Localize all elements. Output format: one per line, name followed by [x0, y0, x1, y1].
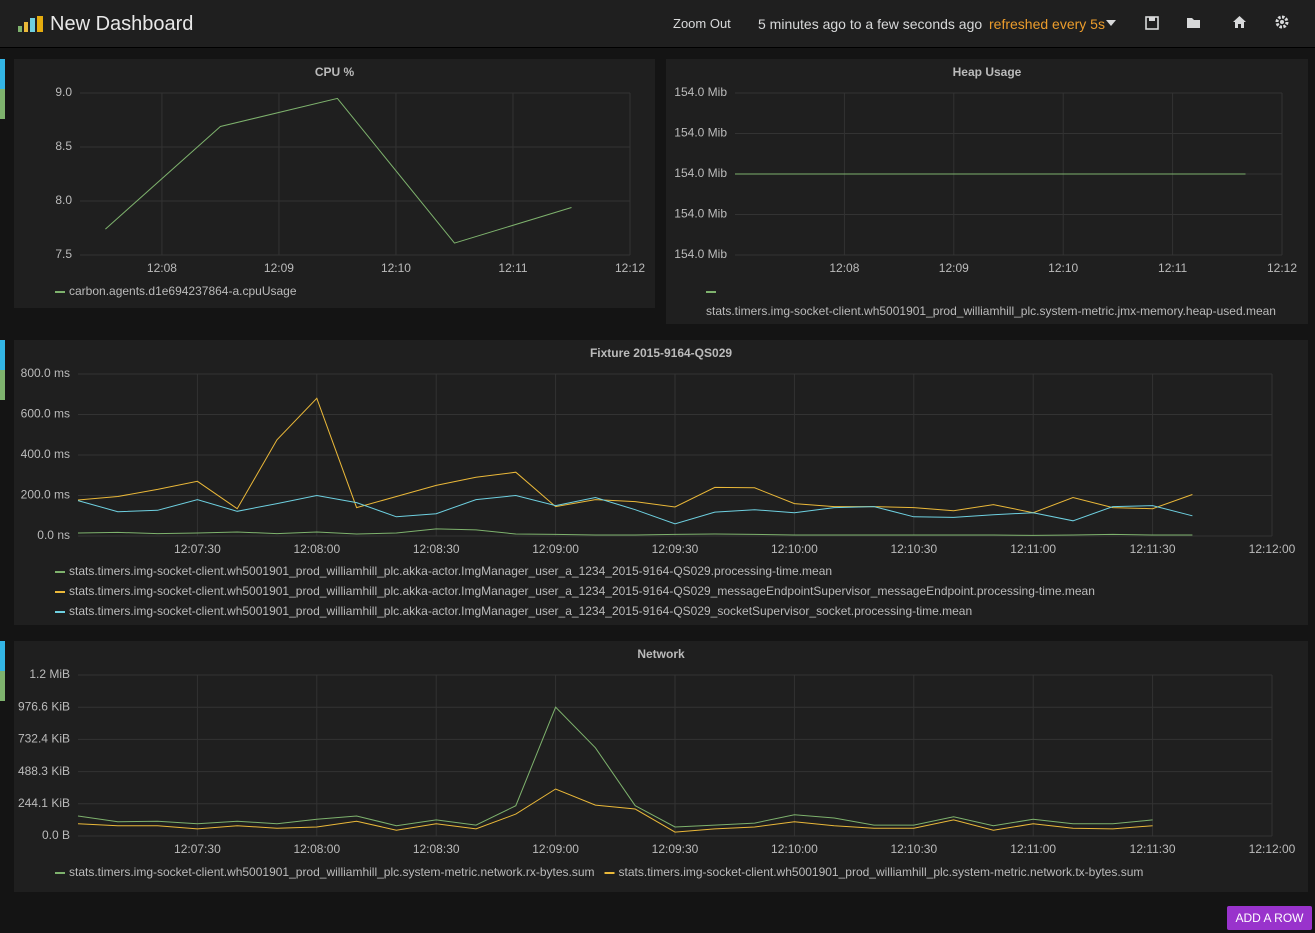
panel	[666, 59, 1308, 324]
top-bar: New Dashboard Zoom Out 5 minutes ago to …	[0, 0, 1315, 48]
add-row-button[interactable]: ADD A ROW	[1227, 906, 1312, 930]
x-tick-label: 12:08:30	[413, 542, 460, 556]
legend-label: stats.timers.img-socket-client.wh5001901…	[69, 604, 972, 618]
x-tick-label: 12:09	[939, 261, 969, 275]
x-tick-label: 12:09:30	[652, 842, 699, 856]
x-tick-label: 12:09:00	[532, 842, 579, 856]
x-tick-label: 12:08	[829, 261, 859, 275]
series-line	[77, 788, 1153, 833]
zoom-out[interactable]: Zoom Out	[673, 16, 731, 31]
legend-label: carbon.agents.d1e694237864-a.cpuUsage	[69, 284, 297, 298]
series-line	[77, 706, 1153, 828]
x-tick-label: 12:09:00	[532, 542, 579, 556]
y-tick-label: 0.0 ns	[37, 528, 70, 542]
y-tick-label: 8.5	[55, 139, 72, 153]
x-tick-label: 12:11	[498, 261, 527, 275]
y-tick-label: 154.0 Mib	[674, 85, 727, 99]
y-tick-label: 1.2 MiB	[29, 667, 70, 681]
y-tick-label: 244.1 KiB	[18, 796, 70, 810]
y-tick-label: 800.0 ms	[21, 366, 70, 380]
x-tick-label: 12:12:00	[1249, 542, 1296, 556]
x-tick-label: 12:10	[1048, 261, 1078, 275]
legend-label: stats.timers.img-socket-client.wh5001901…	[69, 584, 1095, 598]
legend-label: stats.timers.img-socket-client.wh5001901…	[706, 304, 1276, 318]
y-tick-label: 976.6 KiB	[18, 699, 70, 713]
settings-icon[interactable]	[1275, 15, 1289, 29]
y-tick-label: 154.0 Mib	[674, 247, 727, 261]
panel-title: Network	[637, 647, 685, 661]
y-tick-label: 9.0	[55, 85, 72, 99]
panel	[14, 641, 1308, 892]
panel-title: CPU %	[315, 65, 355, 79]
row-tab	[0, 641, 5, 671]
x-tick-label: 12:10	[381, 261, 411, 275]
y-tick-label: 200.0 ms	[21, 488, 70, 502]
x-tick-label: 12:10:30	[890, 842, 937, 856]
save-icon[interactable]	[1145, 16, 1159, 30]
x-tick-label: 12:09	[264, 261, 294, 275]
y-tick-label: 8.0	[55, 193, 72, 207]
x-tick-label: 12:11	[1158, 261, 1187, 275]
x-tick-label: 12:08:00	[293, 842, 340, 856]
x-tick-label: 12:07:30	[174, 542, 221, 556]
x-tick-label: 12:10:30	[890, 542, 937, 556]
dashboard-title[interactable]: New Dashboard	[50, 13, 194, 35]
row-tab	[0, 671, 5, 701]
refresh-info[interactable]: refreshed every 5s	[989, 16, 1105, 32]
logo	[18, 16, 43, 32]
x-tick-label: 12:11:00	[1010, 842, 1056, 856]
x-tick-label: 12:10:00	[771, 542, 818, 556]
x-tick-label: 12:11:00	[1010, 542, 1056, 556]
x-tick-label: 12:12	[1267, 261, 1297, 275]
x-tick-label: 12:12:00	[1249, 842, 1296, 856]
x-tick-label: 12:08:00	[293, 542, 340, 556]
x-tick-label: 12:10:00	[771, 842, 818, 856]
y-tick-label: 732.4 KiB	[18, 732, 70, 746]
row-tab	[0, 370, 5, 400]
y-tick-label: 0.0 B	[42, 828, 70, 842]
y-tick-label: 154.0 Mib	[674, 166, 727, 180]
x-tick-label: 12:08:30	[413, 842, 460, 856]
time-range[interactable]: 5 minutes ago to a few seconds ago	[758, 16, 983, 32]
panel	[14, 59, 655, 308]
x-tick-label: 12:09:30	[652, 542, 699, 556]
series-line	[105, 97, 572, 244]
x-tick-label: 12:11:30	[1130, 542, 1176, 556]
y-tick-label: 400.0 ms	[21, 447, 70, 461]
series-line	[77, 397, 1193, 514]
y-tick-label: 154.0 Mib	[674, 207, 727, 221]
series-line	[77, 528, 1193, 536]
panel-title: Heap Usage	[953, 65, 1022, 79]
panel-title: Fixture 2015-9164-QS029	[590, 346, 732, 360]
legend-label: stats.timers.img-socket-client.wh5001901…	[69, 865, 595, 879]
panel	[14, 340, 1308, 625]
series-line	[77, 494, 1193, 525]
x-tick-label: 12:12	[615, 261, 645, 275]
add-row-label[interactable]: ADD A ROW	[1235, 911, 1304, 925]
row-tab	[0, 340, 5, 370]
x-tick-label: 12:08	[147, 261, 177, 275]
x-tick-label: 12:11:30	[1130, 842, 1176, 856]
caret[interactable]	[1106, 20, 1116, 26]
y-tick-label: 600.0 ms	[21, 407, 70, 421]
legend-label: stats.timers.img-socket-client.wh5001901…	[69, 564, 832, 578]
y-tick-label: 488.3 KiB	[18, 764, 70, 778]
row-tab	[0, 59, 5, 89]
x-tick-label: 12:07:30	[174, 842, 221, 856]
y-tick-label: 154.0 Mib	[674, 126, 727, 140]
home-icon[interactable]	[1232, 15, 1247, 29]
legend-label: stats.timers.img-socket-client.wh5001901…	[619, 865, 1144, 879]
row-tab	[0, 89, 5, 119]
y-tick-label: 7.5	[55, 247, 72, 261]
open-icon[interactable]	[1186, 16, 1203, 30]
